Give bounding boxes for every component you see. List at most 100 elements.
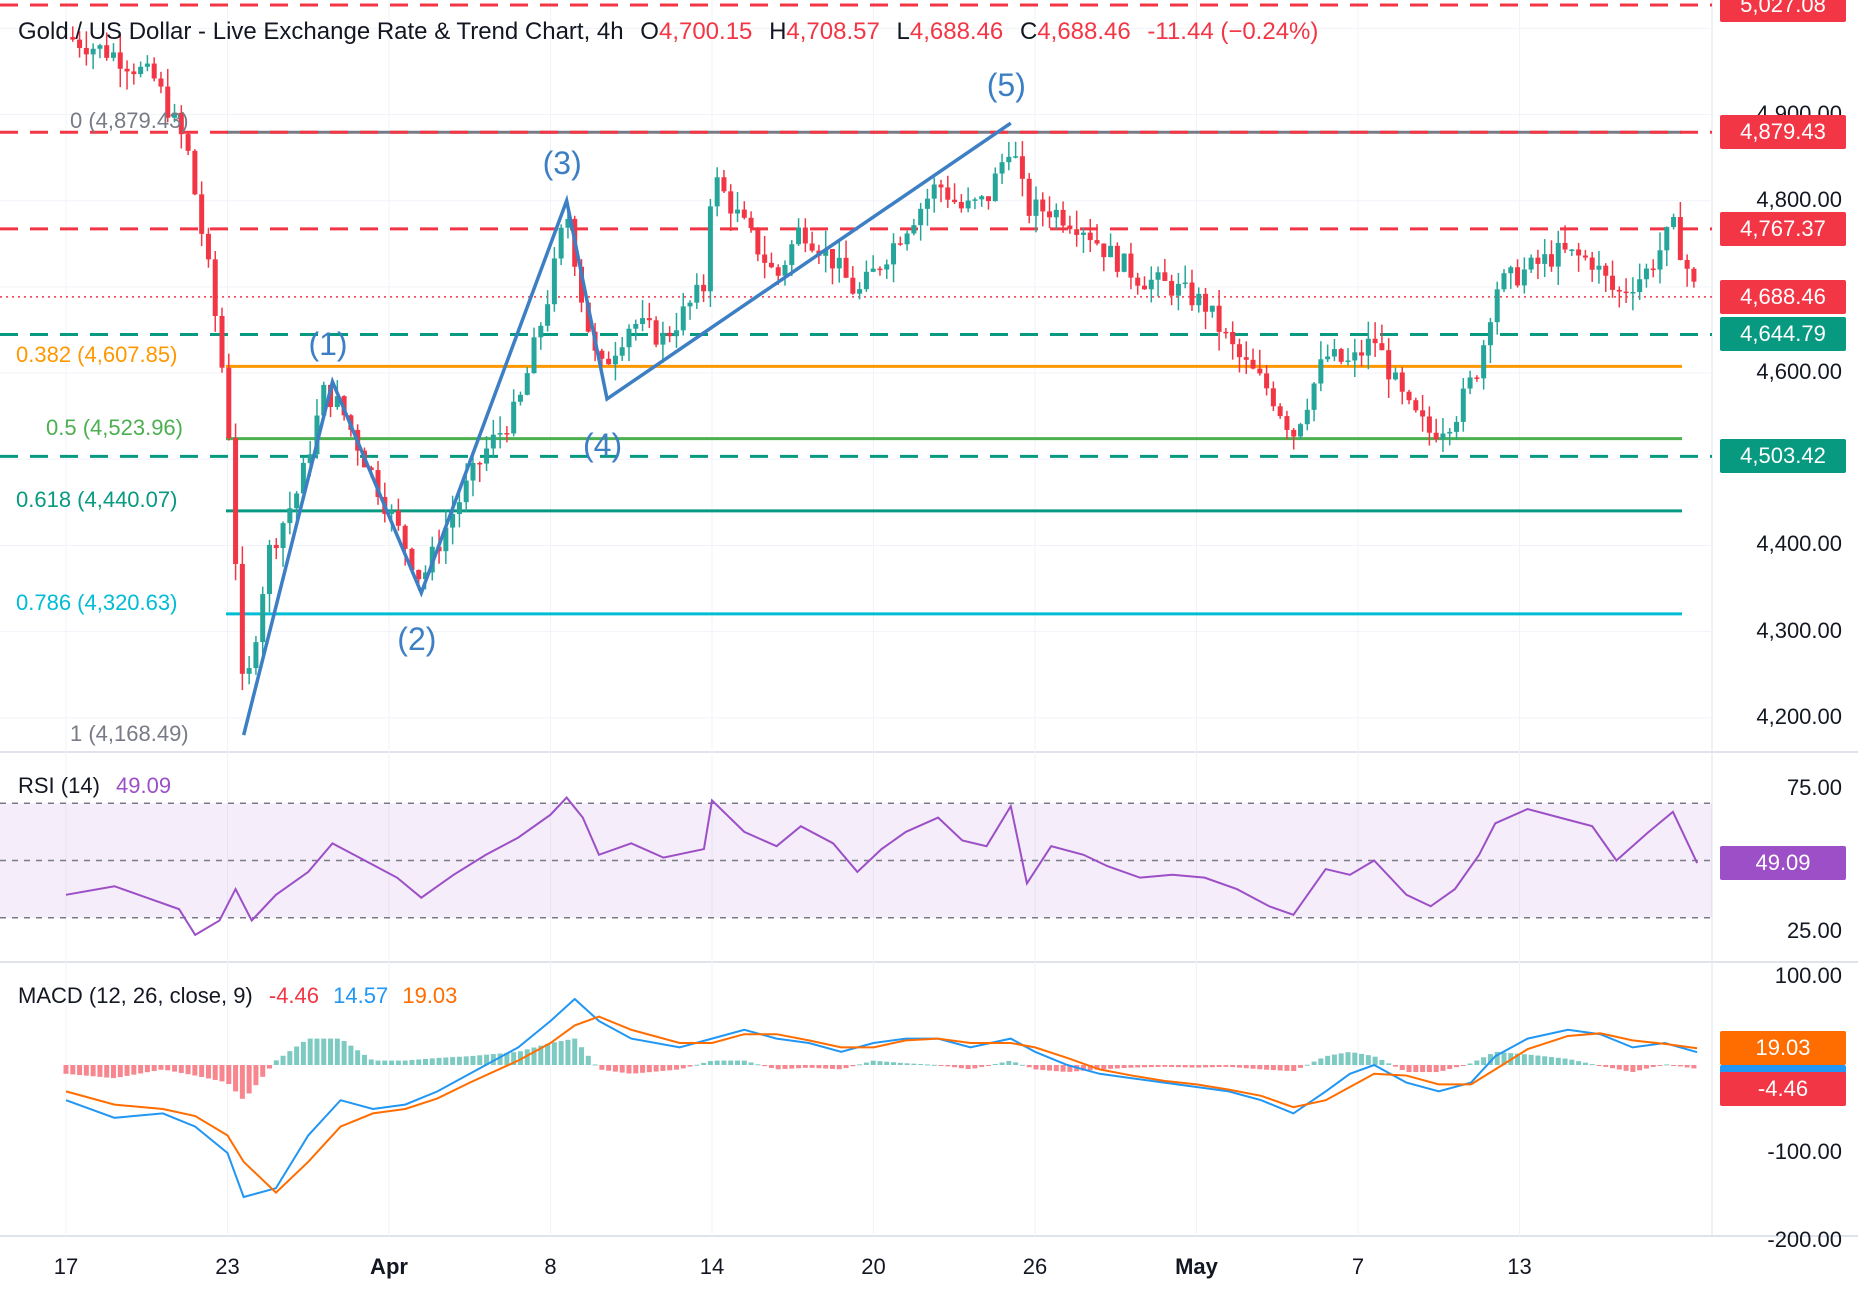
macd-histogram-bar: [436, 1057, 442, 1065]
macd-histogram-bar: [1379, 1060, 1385, 1065]
macd-histogram-bar: [823, 1065, 829, 1069]
candle-body: [1474, 377, 1480, 379]
candle-body: [1481, 345, 1487, 379]
candle-body: [422, 572, 428, 580]
macd-histogram-bar: [517, 1051, 523, 1065]
candle-body: [1562, 242, 1568, 250]
macd-histogram-bar: [1596, 1065, 1602, 1066]
macd-histogram-bar: [273, 1060, 279, 1065]
candle-body: [918, 208, 924, 226]
macd-histogram-bar: [762, 1065, 768, 1067]
candle-body: [741, 209, 747, 218]
macd-histogram-bar: [850, 1065, 856, 1067]
candle-body: [1189, 282, 1195, 306]
candle-body: [701, 284, 707, 292]
macd-histogram-bar: [1637, 1065, 1643, 1071]
candle-body: [1603, 265, 1609, 276]
candle-body: [579, 266, 585, 303]
candle-body: [138, 66, 144, 75]
macd-histogram-bar: [1691, 1065, 1697, 1069]
candle-body: [287, 508, 293, 524]
candle-body: [117, 52, 123, 69]
candle-body: [1040, 199, 1046, 212]
candle-body: [735, 209, 741, 214]
candle-body: [1406, 391, 1412, 401]
macd-histogram-bar: [558, 1041, 564, 1065]
macd-histogram-bar: [1359, 1053, 1365, 1065]
fib-level-label: 0 (4,879.43): [70, 108, 189, 134]
macd-histogram-bar: [1433, 1065, 1439, 1073]
candle-body: [185, 134, 191, 151]
open-value: 4,700.15: [658, 18, 753, 45]
macd-histogram-bar: [1114, 1065, 1120, 1069]
macd-histogram-bar: [979, 1065, 985, 1067]
price-axis-label: 4,300.00: [1756, 617, 1842, 643]
signal-value: 19.03: [402, 983, 458, 1008]
open-label: O: [640, 18, 659, 45]
date-axis-label: 14: [699, 1254, 725, 1279]
macd-histogram-bar: [1487, 1054, 1493, 1065]
macd-histogram-bar: [1386, 1063, 1392, 1065]
candle-body: [1162, 272, 1168, 281]
macd-histogram-bar: [416, 1059, 422, 1065]
candle-body: [721, 177, 727, 192]
macd-histogram-bar: [1162, 1065, 1168, 1067]
macd-histogram-bar: [1467, 1063, 1473, 1065]
candle-body: [1318, 359, 1324, 384]
candle-body: [1067, 225, 1073, 230]
price-axis-label: 4,400.00: [1756, 531, 1842, 557]
candle-body: [1270, 388, 1276, 407]
candle-body: [233, 438, 239, 564]
macd-histogram-bar: [1528, 1054, 1534, 1065]
macd-histogram-bar: [1236, 1065, 1242, 1068]
macd-histogram-bar: [1481, 1057, 1487, 1065]
macd-histogram-bar: [158, 1065, 164, 1070]
macd-histogram-bar: [226, 1065, 232, 1085]
macd-histogram-bar: [239, 1065, 245, 1099]
low-value: 4,688.46: [909, 18, 1004, 45]
candle-body: [484, 448, 490, 464]
price-axis-label: 4,800.00: [1756, 186, 1842, 212]
candle-body: [1019, 156, 1025, 179]
macd-histogram-bar: [490, 1054, 496, 1065]
macd-histogram-bar: [585, 1055, 591, 1065]
candle-body: [83, 47, 89, 55]
high-value: 4,708.57: [786, 18, 880, 45]
candle-body: [219, 315, 225, 368]
candle-body: [192, 150, 198, 195]
macd-histogram-bar: [131, 1065, 137, 1075]
chart-header: Gold / US Dollar - Live Exchange Rate & …: [18, 18, 1318, 46]
macd-histogram-bar: [1650, 1065, 1656, 1067]
macd-histogram-bar: [219, 1065, 225, 1082]
macd-histogram-bar: [178, 1065, 184, 1073]
macd-histogram-bar: [891, 1062, 897, 1065]
macd-histogram-bar: [138, 1065, 144, 1074]
macd-histogram-bar: [1264, 1065, 1270, 1070]
candle-body: [144, 63, 150, 67]
candle-body: [1053, 209, 1059, 218]
macd-histogram-bar: [1013, 1062, 1019, 1065]
candle-body: [538, 325, 544, 338]
candle-body: [633, 323, 639, 329]
candle-body: [1175, 283, 1181, 296]
candle-body: [165, 86, 171, 118]
candle-body: [1630, 292, 1636, 294]
macd-histogram-bar: [246, 1065, 252, 1094]
candle-body: [1060, 209, 1066, 226]
macd-histogram-bar: [816, 1065, 822, 1069]
elliott-wave-line: [241, 121, 1012, 736]
macd-histogram-bar: [1243, 1065, 1249, 1069]
candle-body: [511, 401, 517, 434]
candle-body: [565, 218, 571, 228]
macd-histogram-bar: [104, 1065, 110, 1078]
candle-body: [321, 384, 327, 416]
candle-body: [558, 227, 564, 259]
candle-body: [1610, 275, 1616, 290]
macd-histogram-bar: [1616, 1065, 1622, 1070]
macd-histogram-bar: [938, 1065, 944, 1066]
candle-body: [1392, 372, 1398, 380]
candle-body: [958, 202, 964, 209]
candle-body: [273, 544, 279, 549]
macd-histogram-bar: [497, 1053, 503, 1065]
